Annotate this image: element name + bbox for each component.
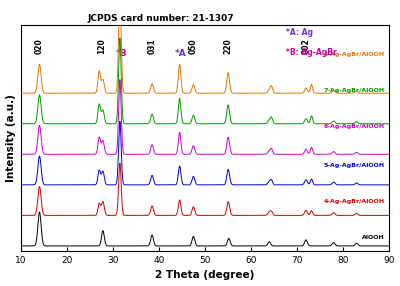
Text: 6-Ag-AgBr/AlOOH: 6-Ag-AgBr/AlOOH: [324, 124, 385, 129]
Text: 120: 120: [97, 38, 106, 54]
Text: 8-Ag-AgBr/AlOOH: 8-Ag-AgBr/AlOOH: [324, 52, 385, 57]
Text: 220: 220: [223, 38, 232, 54]
Text: 002: 002: [302, 38, 310, 54]
X-axis label: 2 Theta (degree): 2 Theta (degree): [155, 271, 254, 281]
Text: JCPDS card number: 21-1307: JCPDS card number: 21-1307: [88, 14, 234, 23]
Text: AlOOH: AlOOH: [362, 235, 385, 240]
Text: 5-Ag-AgBr/AlOOH: 5-Ag-AgBr/AlOOH: [324, 163, 385, 168]
Text: 7-Ag-AgBr/AlOOH: 7-Ag-AgBr/AlOOH: [324, 88, 385, 93]
Text: *B: Ag-AgBr: *B: Ag-AgBr: [286, 48, 336, 57]
Text: 4-Ag-AgBr/AlOOH: 4-Ag-AgBr/AlOOH: [324, 199, 385, 204]
Text: *B: *B: [116, 49, 127, 57]
Text: 020: 020: [35, 38, 44, 54]
Y-axis label: Intensity (a.u.): Intensity (a.u.): [6, 94, 16, 182]
Text: *A: *A: [175, 49, 187, 57]
Text: 050: 050: [189, 39, 198, 54]
Text: 031: 031: [148, 38, 156, 54]
Text: *A: Ag: *A: Ag: [286, 27, 313, 37]
